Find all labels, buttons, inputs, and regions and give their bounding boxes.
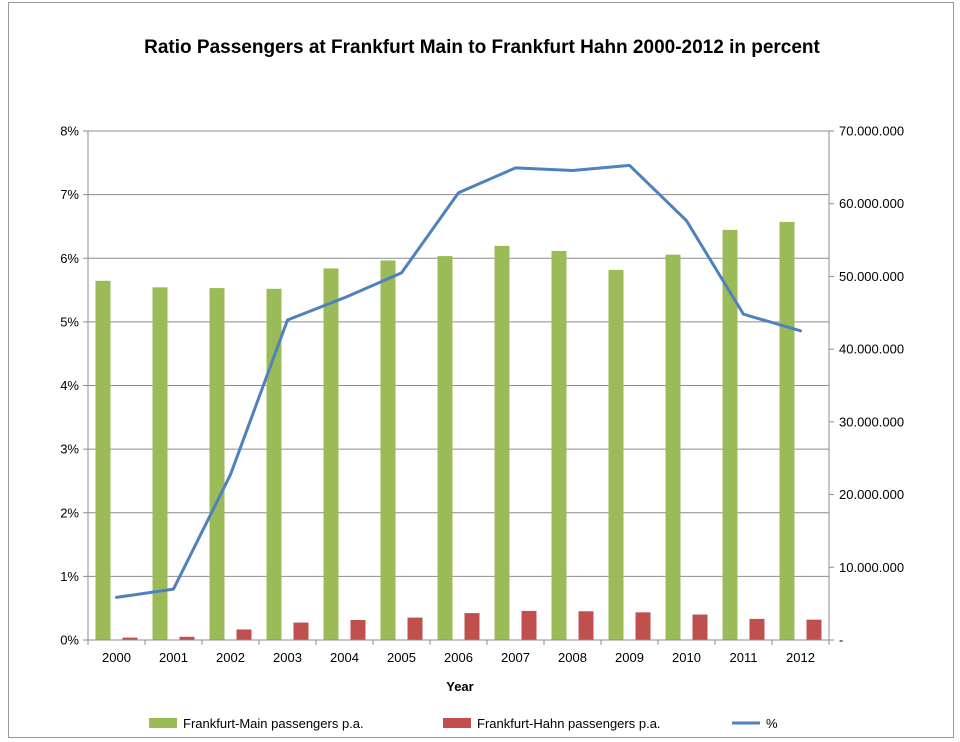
bar-frankfurt-main bbox=[266, 288, 282, 640]
x-tick-label: 2006 bbox=[444, 650, 473, 665]
x-tick-label: 2004 bbox=[330, 650, 359, 665]
bar-frankfurt-hahn bbox=[749, 618, 765, 640]
bar-frankfurt-hahn bbox=[179, 636, 195, 640]
bar-frankfurt-main bbox=[437, 256, 453, 640]
x-tick-label: 2000 bbox=[102, 650, 131, 665]
y-right-tick-label: 50.000.000 bbox=[839, 269, 904, 284]
legend-swatch bbox=[443, 718, 471, 728]
bar-frankfurt-main bbox=[323, 268, 339, 640]
bar-frankfurt-main bbox=[665, 254, 681, 640]
x-tick-label: 2011 bbox=[730, 650, 758, 665]
y-left-tick-label: 0% bbox=[60, 633, 79, 648]
y-left-tick-label: 2% bbox=[60, 505, 79, 520]
bar-frankfurt-hahn bbox=[122, 637, 138, 640]
bar-frankfurt-main bbox=[779, 221, 795, 640]
bar-frankfurt-hahn bbox=[350, 620, 366, 640]
x-axis-label: Year bbox=[446, 679, 473, 694]
bar-frankfurt-hahn bbox=[464, 613, 480, 640]
chart-svg: Ratio Passengers at Frankfurt Main to Fr… bbox=[60, 37, 904, 731]
y-right-tick-label: 70.000.000 bbox=[839, 124, 904, 139]
y-left-tick-label: 1% bbox=[60, 569, 79, 584]
y-right-tick-label: 20.000.000 bbox=[839, 487, 904, 502]
bars-layer bbox=[95, 221, 822, 641]
bar-frankfurt-main bbox=[551, 250, 567, 640]
y-right-tick-label: - bbox=[839, 633, 843, 648]
x-tick-label: 2010 bbox=[672, 650, 701, 665]
x-tick-label: 2009 bbox=[615, 650, 644, 665]
x-tick-label: 2012 bbox=[786, 650, 815, 665]
bar-frankfurt-main bbox=[608, 269, 624, 640]
x-tick-label: 2003 bbox=[273, 650, 302, 665]
y-left-tick-label: 4% bbox=[60, 378, 79, 393]
y-right-tick-label: 40.000.000 bbox=[839, 342, 904, 357]
bar-frankfurt-hahn bbox=[521, 610, 537, 640]
bar-frankfurt-main bbox=[152, 287, 168, 640]
y-left-tick-label: 3% bbox=[60, 442, 79, 457]
x-tick-label: 2001 bbox=[159, 650, 188, 665]
x-tick-label: 2005 bbox=[387, 650, 416, 665]
legend: Frankfurt-Main passengers p.a. Frankfurt-… bbox=[149, 716, 778, 731]
x-tick-label: 2002 bbox=[216, 650, 245, 665]
y-left-tick-label: 6% bbox=[60, 251, 79, 266]
legend-entry-label: % bbox=[766, 716, 778, 731]
bar-frankfurt-hahn bbox=[293, 622, 309, 640]
bar-frankfurt-main bbox=[95, 280, 111, 640]
legend-swatch bbox=[149, 718, 177, 728]
x-tick-label: 2008 bbox=[558, 650, 587, 665]
y-right-tick-label: 60.000.000 bbox=[839, 196, 904, 211]
y-right-tick-label: 10.000.000 bbox=[839, 560, 904, 575]
bar-frankfurt-hahn bbox=[692, 614, 708, 640]
bar-frankfurt-main bbox=[380, 260, 396, 640]
y-left-tick-label: 7% bbox=[60, 187, 79, 202]
line-layer bbox=[115, 163, 802, 599]
axes-layer: 0% 1% 2% 3% 4% 5% 6% 7% 8% - 10.000.000 20.000.000 3… bbox=[60, 124, 904, 666]
y-left-tick-label: 5% bbox=[60, 314, 79, 329]
y-right-tick-label: 30.000.000 bbox=[839, 414, 904, 429]
bar-frankfurt-main bbox=[494, 245, 510, 641]
bar-frankfurt-hahn bbox=[806, 619, 822, 640]
bar-frankfurt-hahn bbox=[236, 629, 252, 640]
bar-frankfurt-hahn bbox=[578, 611, 594, 640]
chart-frame: Ratio Passengers at Frankfurt Main to Fr… bbox=[8, 2, 954, 738]
bar-frankfurt-hahn bbox=[635, 612, 651, 640]
bar-frankfurt-main bbox=[722, 229, 738, 641]
grid-layer bbox=[88, 130, 829, 577]
bar-frankfurt-hahn bbox=[407, 617, 423, 640]
legend-entry-label: Frankfurt-Hahn passengers p.a. bbox=[477, 716, 661, 731]
bar-frankfurt-main bbox=[209, 288, 225, 640]
x-tick-label: 2007 bbox=[501, 650, 530, 665]
chart-title: Ratio Passengers at Frankfurt Main to Fr… bbox=[144, 37, 820, 58]
legend-entry-label: Frankfurt-Main passengers p.a. bbox=[183, 716, 364, 731]
y-left-tick-label: 8% bbox=[60, 124, 79, 139]
